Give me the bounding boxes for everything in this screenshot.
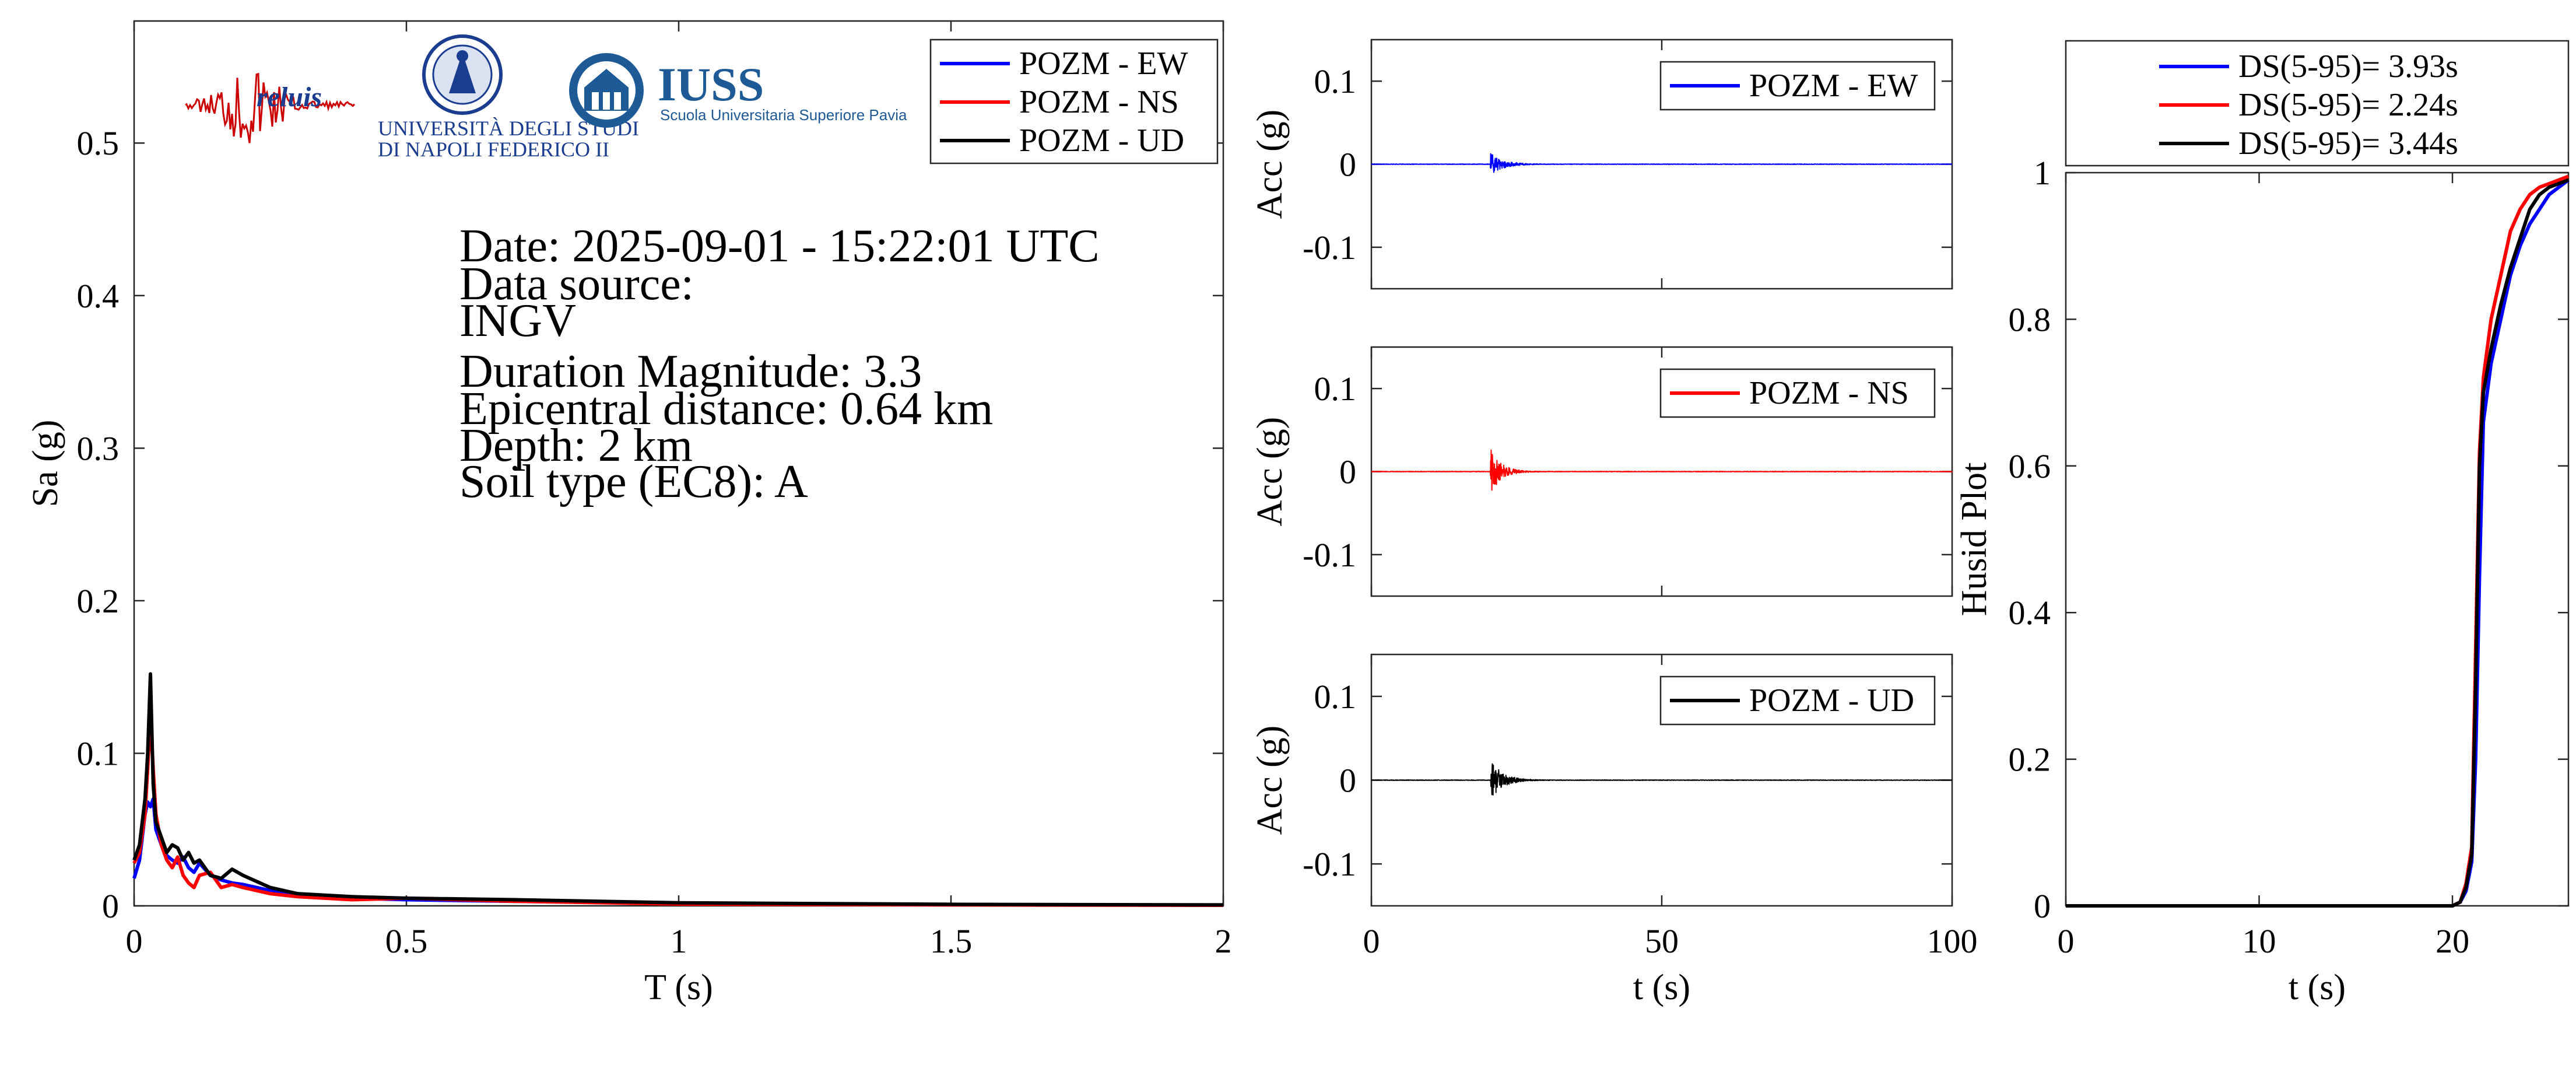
x-tick-label: 100: [1927, 922, 1978, 960]
series-line: [1371, 763, 1953, 796]
legend-label: POZM - NS: [1019, 84, 1179, 120]
x-tick-label: 0: [1363, 922, 1380, 960]
x-tick-label: 1.5: [930, 922, 973, 960]
info-source: INGV: [459, 295, 576, 346]
x-tick-label: 0: [2058, 922, 2075, 960]
legend-label: POZM - EW: [1749, 68, 1918, 104]
x-tick-label: 50: [1645, 922, 1679, 960]
y-axis-label: Acc (g): [1250, 417, 1290, 527]
y-tick-label: 0.3: [77, 429, 120, 467]
y-tick-label: 1: [2034, 154, 2051, 192]
y-tick-label: 0: [1339, 146, 1356, 184]
x-tick-label: 20: [2435, 922, 2469, 960]
logo-iuss: IUSS Scuola Universitaria Superiore Pavi…: [569, 53, 907, 128]
y-tick-label: 0.1: [1314, 678, 1357, 716]
y-tick-label: 0.1: [1314, 370, 1357, 408]
y-axis-label: Husid Plot: [1954, 463, 1994, 617]
x-tick-label: 1: [671, 922, 687, 960]
legend-label: DS(5-95)= 3.93s: [2238, 48, 2458, 85]
y-tick-label: 0.1: [1314, 62, 1357, 100]
x-axis-label: T (s): [644, 968, 713, 1007]
legend-label: POZM - UD: [1749, 682, 1914, 719]
x-tick-label: 10: [2242, 922, 2276, 960]
event-info: Date: 2025-09-01 - 15:22:01 UTC Data sou…: [459, 220, 1100, 507]
series-line: [1371, 449, 1953, 491]
legend-label: DS(5-95)= 2.24s: [2238, 87, 2458, 123]
info-distance: Epicentral distance: 0.64 km: [459, 383, 993, 435]
info-depth: Depth: 2 km: [459, 420, 693, 471]
logo-reluis: reluis: [185, 72, 356, 143]
y-axis-label: Acc (g): [1250, 110, 1290, 219]
y-tick-label: 0.8: [2009, 300, 2051, 338]
iuss-text: IUSS: [658, 58, 764, 111]
x-tick-label: 0: [126, 922, 143, 960]
y-tick-label: 0: [102, 887, 119, 925]
y-tick-label: 0.5: [77, 124, 120, 162]
x-tick-label: 2: [1215, 922, 1232, 960]
accelerogram-ns-chart: -0.1 0 0.1 Acc (g) POZM - NS: [1250, 346, 1953, 597]
reluis-text: reluis: [257, 82, 322, 113]
legend-label: DS(5-95)= 3.44s: [2238, 125, 2458, 162]
series-line: [2066, 178, 2570, 908]
info-magnitude: Duration Magnitude: 3.3: [459, 346, 922, 397]
y-tick-label: 0: [1339, 453, 1356, 491]
legend-label: POZM - NS: [1749, 375, 1909, 411]
y-tick-label: 0.2: [77, 582, 120, 620]
y-tick-label: 0.1: [77, 734, 120, 772]
y-tick-label: 0: [2034, 887, 2051, 925]
y-tick-label: 0.6: [2009, 447, 2051, 485]
x-axis-label: t (s): [1633, 968, 1690, 1007]
y-axis-label: Sa (g): [26, 420, 65, 507]
iuss-subtext: Scuola Universitaria Superiore Pavia: [660, 106, 907, 124]
y-axis-label: Acc (g): [1250, 726, 1290, 835]
info-source-label: Data source:: [459, 258, 694, 310]
accelerogram-ew-chart: -0.1 0 0.1 Acc (g) POZM - EW: [1250, 38, 1953, 290]
y-tick-label: 0.4: [77, 277, 120, 315]
logo-unina: UNIVERSITÀ DEGLI STUDI DI NAPOLI FEDERIC…: [378, 34, 639, 161]
y-tick-label: 0.2: [2009, 741, 2051, 779]
husid-plot-chart: 0 10 20 0 0.2 0.4 0.6 0.8 1 t (s) Husid Plot DS(5-9…: [1954, 40, 2570, 1007]
y-tick-label: 0: [1339, 762, 1356, 800]
y-tick-label: -0.1: [1303, 229, 1356, 267]
x-tick-label: 0.5: [385, 922, 428, 960]
series-line: [132, 672, 1224, 907]
info-soil: Soil type (EC8): A: [459, 456, 808, 507]
legend-label: POZM - EW: [1019, 45, 1188, 82]
info-date: Date: 2025-09-01 - 15:22:01 UTC: [459, 220, 1100, 272]
legend-label: POZM - UD: [1019, 122, 1184, 159]
response-spectrum-chart: 0 0.5 1 1.5 2 0 0.1 0.2 0.3 0.4 0.5 T (s) Sa (g) POZM…: [26, 20, 1232, 1007]
x-axis-label: t (s): [2289, 968, 2346, 1007]
accelerogram-ud-chart: 0 50 100 -0.1 0 0.1 t (s) Acc (g) POZM - UD: [1250, 653, 1978, 1007]
unina-text-2: DI NAPOLI FEDERICO II: [378, 138, 609, 161]
y-tick-label: 0.4: [2009, 594, 2051, 632]
y-tick-label: -0.1: [1303, 536, 1356, 574]
legend-box: [2065, 40, 2570, 167]
series-line: [1371, 153, 1953, 173]
y-tick-label: -0.1: [1303, 845, 1356, 883]
